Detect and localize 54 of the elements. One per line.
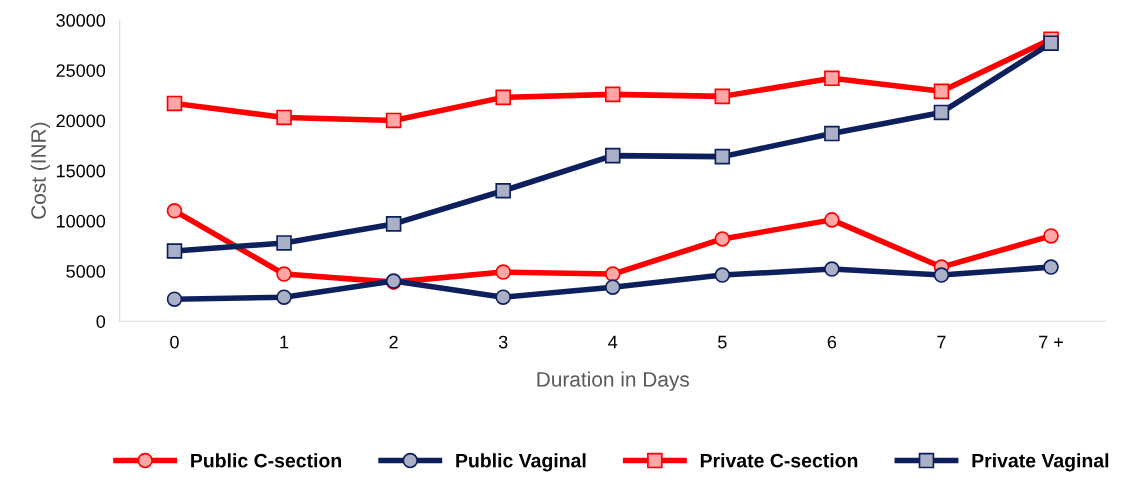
point — [385, 216, 402, 232]
point — [824, 125, 840, 142]
point — [495, 289, 511, 305]
y-tick-label: 20000 — [56, 114, 106, 128]
point — [1043, 228, 1059, 244]
x-tick-label: 2 — [389, 335, 398, 349]
point — [166, 95, 183, 112]
point — [1043, 35, 1059, 51]
point — [276, 266, 292, 282]
point — [604, 279, 621, 295]
point — [495, 264, 511, 280]
point — [276, 235, 292, 251]
legend-label: Public C-section — [191, 453, 341, 468]
point — [604, 266, 621, 282]
point — [933, 83, 950, 100]
point — [824, 261, 840, 277]
y-tick-label: 25000 — [56, 64, 106, 77]
x-tick-label: 7 + — [1039, 335, 1063, 349]
y-axis-title: Cost (INR) — [30, 122, 51, 219]
point — [604, 86, 621, 103]
point — [714, 267, 731, 283]
y-tick-label: 5000 — [66, 265, 106, 278]
point — [495, 89, 511, 106]
point — [276, 109, 292, 126]
point — [824, 212, 840, 228]
x-tick-label: 5 — [718, 335, 727, 349]
point — [714, 231, 731, 247]
x-tick-label: 3 — [498, 335, 508, 349]
point — [276, 289, 292, 305]
y-tick-label: 0 — [96, 315, 106, 328]
point — [1043, 259, 1059, 275]
point — [824, 70, 840, 87]
point — [495, 182, 511, 199]
x-tick-label: 1 — [280, 335, 289, 349]
point — [933, 104, 950, 121]
point — [714, 148, 731, 165]
legend-label: Public Vaginal — [456, 453, 586, 472]
point — [166, 243, 183, 259]
x-tick-label: 0 — [170, 335, 179, 349]
legend-label: Private C-section — [700, 453, 858, 468]
x-tick-label: 7 — [937, 335, 946, 349]
point — [385, 112, 402, 129]
point — [933, 267, 950, 283]
point — [166, 291, 183, 307]
y-tick-label: 30000 — [56, 14, 106, 27]
point — [604, 147, 621, 164]
y-tick-label: 15000 — [56, 164, 106, 178]
x-tick-label: 4 — [608, 335, 618, 349]
point — [714, 88, 731, 105]
point — [166, 203, 183, 219]
legend-label: Private Vaginal — [972, 453, 1109, 472]
x-tick-label: 6 — [827, 335, 837, 349]
y-tick-label: 10000 — [56, 214, 106, 228]
x-axis-title: Duration in Days — [537, 371, 689, 391]
